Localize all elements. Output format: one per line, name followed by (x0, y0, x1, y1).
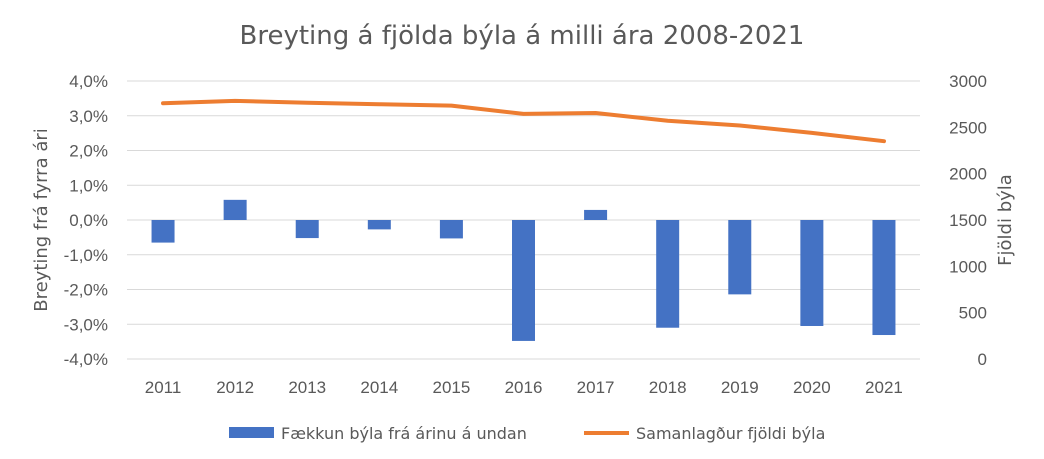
bar (728, 220, 752, 295)
bar (512, 220, 535, 341)
right-axis-title: Fjöldi býla (995, 174, 1016, 266)
left-tick-label: 1,0% (69, 176, 108, 195)
left-tick-label: 2,0% (69, 142, 108, 161)
bar-series (151, 199, 896, 341)
bar (872, 220, 896, 336)
right-tick-label: 0 (978, 350, 987, 369)
x-tick-label: 2014 (360, 378, 398, 397)
bar (800, 220, 824, 326)
bar (367, 220, 391, 230)
left-tick-label: -2,0% (64, 281, 108, 300)
left-axis-title: Breyting frá fyrra ári (31, 128, 52, 312)
bar (439, 220, 463, 239)
line-path (161, 98, 886, 144)
right-tick-label: 2000 (949, 165, 987, 184)
left-axis-ticks: 4,0% 3,0% 2,0% 1,0% 0,0% -1,0% -2,0% -3,0% -4,0% (64, 72, 108, 369)
legend-bar-swatch (229, 427, 274, 438)
bar (656, 220, 680, 328)
x-tick-label: 2013 (288, 378, 326, 397)
x-tick-label: 2011 (145, 378, 182, 397)
left-tick-label: 4,0% (69, 72, 108, 91)
right-axis-ticks: 3000 2500 2000 1500 1000 500 0 (949, 72, 987, 369)
left-tick-label: -1,0% (64, 246, 108, 265)
x-tick-label: 2019 (721, 378, 759, 397)
legend-bar-label: Fækkun býla frá árinu á undan (281, 424, 527, 443)
chart-title: Breyting á fjölda býla á milli ára 2008-… (240, 21, 805, 51)
left-tick-label: -3,0% (64, 315, 108, 334)
right-tick-label: 1000 (949, 257, 987, 276)
x-tick-label: 2016 (505, 378, 543, 397)
right-tick-label: 2500 (949, 118, 987, 137)
x-tick-label: 2012 (216, 378, 254, 397)
x-tick-label: 2017 (577, 378, 615, 397)
bar (584, 209, 608, 220)
legend-line-label: Samanlagður fjöldi býla (636, 424, 825, 443)
bar (151, 220, 175, 243)
right-tick-label: 500 (959, 304, 987, 323)
right-tick-label: 1500 (949, 211, 987, 230)
left-tick-label: 0,0% (69, 211, 108, 230)
left-tick-label: 3,0% (69, 107, 108, 126)
bar (295, 220, 319, 239)
left-tick-label: -4,0% (64, 350, 108, 369)
x-axis-ticks: 2011 2012 2013 2014 2015 2016 2017 2018 2019 2020… (145, 378, 903, 397)
x-tick-label: 2018 (649, 378, 687, 397)
x-tick-label: 2015 (432, 378, 470, 397)
right-tick-label: 3000 (949, 72, 987, 91)
legend: Fækkun býla frá árinu á undan Samanlagðu… (229, 424, 825, 443)
x-tick-label: 2021 (865, 378, 903, 397)
line-series (161, 98, 886, 144)
bar (223, 199, 247, 220)
x-tick-label: 2020 (793, 378, 831, 397)
